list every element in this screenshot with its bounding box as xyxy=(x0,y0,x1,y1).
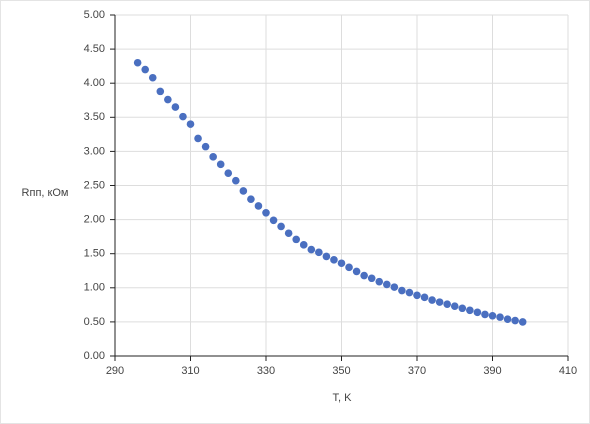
point xyxy=(488,311,497,320)
y-tick-label: 4.00 xyxy=(84,77,105,89)
point xyxy=(277,222,285,231)
point xyxy=(518,318,527,326)
y-tick-label: 2.00 xyxy=(84,214,105,226)
point xyxy=(345,263,353,272)
point xyxy=(232,176,240,185)
point xyxy=(194,134,202,143)
point xyxy=(466,306,474,315)
x-tick-label: 310 xyxy=(181,365,199,377)
y-tick-label: 5.00 xyxy=(84,9,105,21)
point xyxy=(141,65,149,74)
point xyxy=(262,208,270,217)
point xyxy=(254,202,263,210)
point xyxy=(224,169,233,178)
point xyxy=(435,298,444,306)
y-tick-label: 2.50 xyxy=(84,179,105,191)
point xyxy=(299,241,308,249)
point xyxy=(352,267,361,276)
point xyxy=(284,229,293,238)
x-tick-label: 350 xyxy=(332,365,350,377)
point xyxy=(216,160,225,169)
point xyxy=(239,187,248,195)
x-tick-label: 370 xyxy=(408,365,426,377)
point xyxy=(315,248,323,257)
point xyxy=(428,296,436,304)
y-tick-label: 0.00 xyxy=(84,350,105,362)
point xyxy=(201,142,210,151)
point xyxy=(405,288,414,297)
point xyxy=(503,315,512,323)
y-tick-label: 1.00 xyxy=(84,282,105,294)
x-axis-label: T, K xyxy=(333,392,353,404)
x-tick-label: 330 xyxy=(257,365,275,377)
point xyxy=(511,316,519,325)
point xyxy=(209,153,217,161)
point xyxy=(292,235,301,244)
point xyxy=(443,300,452,308)
point xyxy=(420,293,429,302)
point xyxy=(398,286,406,295)
point xyxy=(473,308,482,317)
x-tick-label: 390 xyxy=(483,365,501,377)
point xyxy=(383,280,391,289)
point xyxy=(179,112,187,121)
point xyxy=(186,120,195,128)
point xyxy=(247,195,255,203)
point xyxy=(148,73,157,82)
point xyxy=(269,216,278,225)
point xyxy=(450,302,459,311)
point xyxy=(307,245,316,254)
point xyxy=(390,283,399,291)
point xyxy=(360,271,368,280)
y-tick-label: 3.00 xyxy=(84,145,105,157)
point xyxy=(156,87,165,96)
point xyxy=(171,103,180,111)
y-tick-label: 3.50 xyxy=(84,111,105,123)
y-axis-label: Rпп, кОм xyxy=(22,187,69,199)
y-tick-label: 4.50 xyxy=(84,43,105,55)
point xyxy=(337,259,346,268)
point xyxy=(322,252,331,261)
point xyxy=(458,304,467,313)
point xyxy=(133,58,142,67)
y-tick-label: 1.50 xyxy=(84,248,105,260)
y-tick-label: 0.50 xyxy=(84,316,105,328)
point xyxy=(496,313,504,321)
x-tick-label: 290 xyxy=(106,365,124,377)
point xyxy=(330,256,338,264)
point xyxy=(413,291,421,300)
x-tick-label: 410 xyxy=(559,365,577,377)
point xyxy=(164,95,172,104)
point xyxy=(375,277,384,286)
point xyxy=(481,310,489,319)
point xyxy=(367,274,376,283)
